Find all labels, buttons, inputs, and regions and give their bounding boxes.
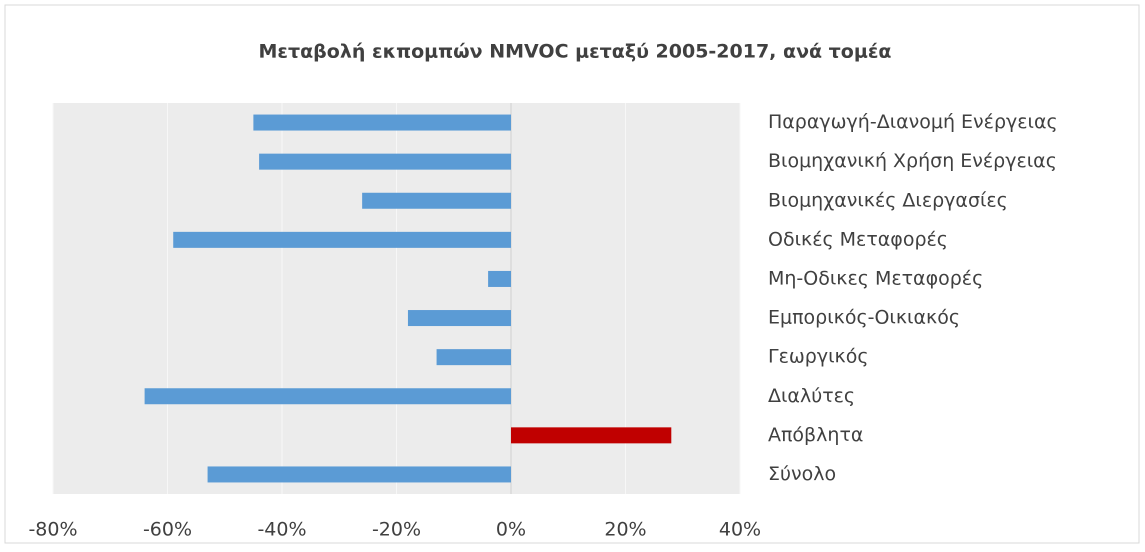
category-label: Παραγωγή-Διανομή Ενέργειας [768,111,1058,133]
category-label: Σύνολο [768,463,836,485]
bar [362,192,511,209]
bar [407,310,511,327]
bar [511,427,672,444]
chart-title: Μεταβολή εκπομπών NMVOC μεταξύ 2005-2017… [259,41,892,63]
x-tick-label: 20% [604,519,646,541]
category-label: Μη-Οδικες Μεταφορές [768,267,983,289]
category-label: Διαλύτες [768,385,855,407]
bar [207,466,511,483]
category-label: Οδικές Μεταφορές [768,228,948,250]
category-label: Βιομηχανικές Διεργασίες [768,189,1008,211]
bar [144,388,511,405]
bar [488,270,511,287]
category-label: Γεωργικός [768,346,868,368]
x-tick-label: 0% [496,519,526,541]
x-tick-label: -60% [143,519,192,541]
bar [173,231,511,248]
x-tick-label: -20% [372,519,421,541]
x-tick-label: -80% [28,519,77,541]
category-label: Απόβλητα [768,424,863,446]
category-label: Εμπορικός-Οικιακός [768,307,960,329]
category-label: Βιομηχανική Χρήση Ενέργειας [768,150,1057,172]
bar [259,153,511,170]
x-tick-label: 40% [719,519,761,541]
bar [253,114,511,131]
x-tick-label: -40% [257,519,306,541]
bar [436,349,511,366]
